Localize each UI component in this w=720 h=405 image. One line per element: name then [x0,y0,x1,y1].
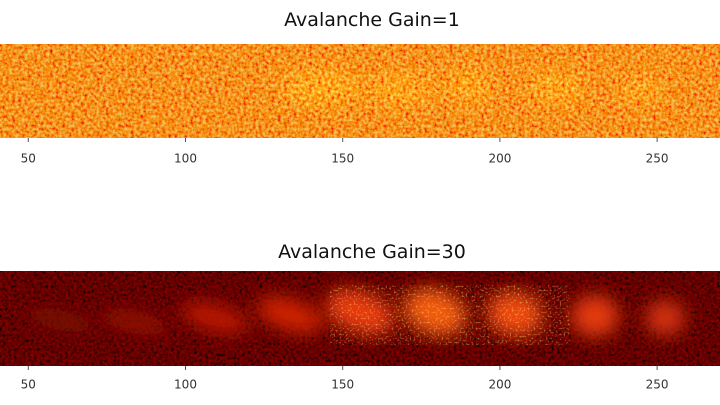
x-tick-label: 100 [174,378,197,392]
heatmap-panel: Avalanche Gain=30 50 100 150 200 250 [0,241,720,392]
x-tick-label: 200 [488,152,511,166]
x-tick-label: 50 [21,152,36,166]
heatmap-speckle [330,285,570,345]
x-tick-label: 100 [174,152,197,166]
x-tick-label: 150 [331,152,354,166]
panel-title: Avalanche Gain=30 [278,241,466,263]
x-tick-label: 250 [646,378,669,392]
x-tick-label: 150 [331,378,354,392]
heatmap-panel: Avalanche Gain=1 50 100 150 200 250 [0,9,720,166]
x-tick-label: 200 [488,378,511,392]
x-tick-label: 50 [21,378,36,392]
heatmap-noise [0,44,720,138]
panel-title: Avalanche Gain=1 [284,9,460,31]
x-tick-label: 250 [646,152,669,166]
